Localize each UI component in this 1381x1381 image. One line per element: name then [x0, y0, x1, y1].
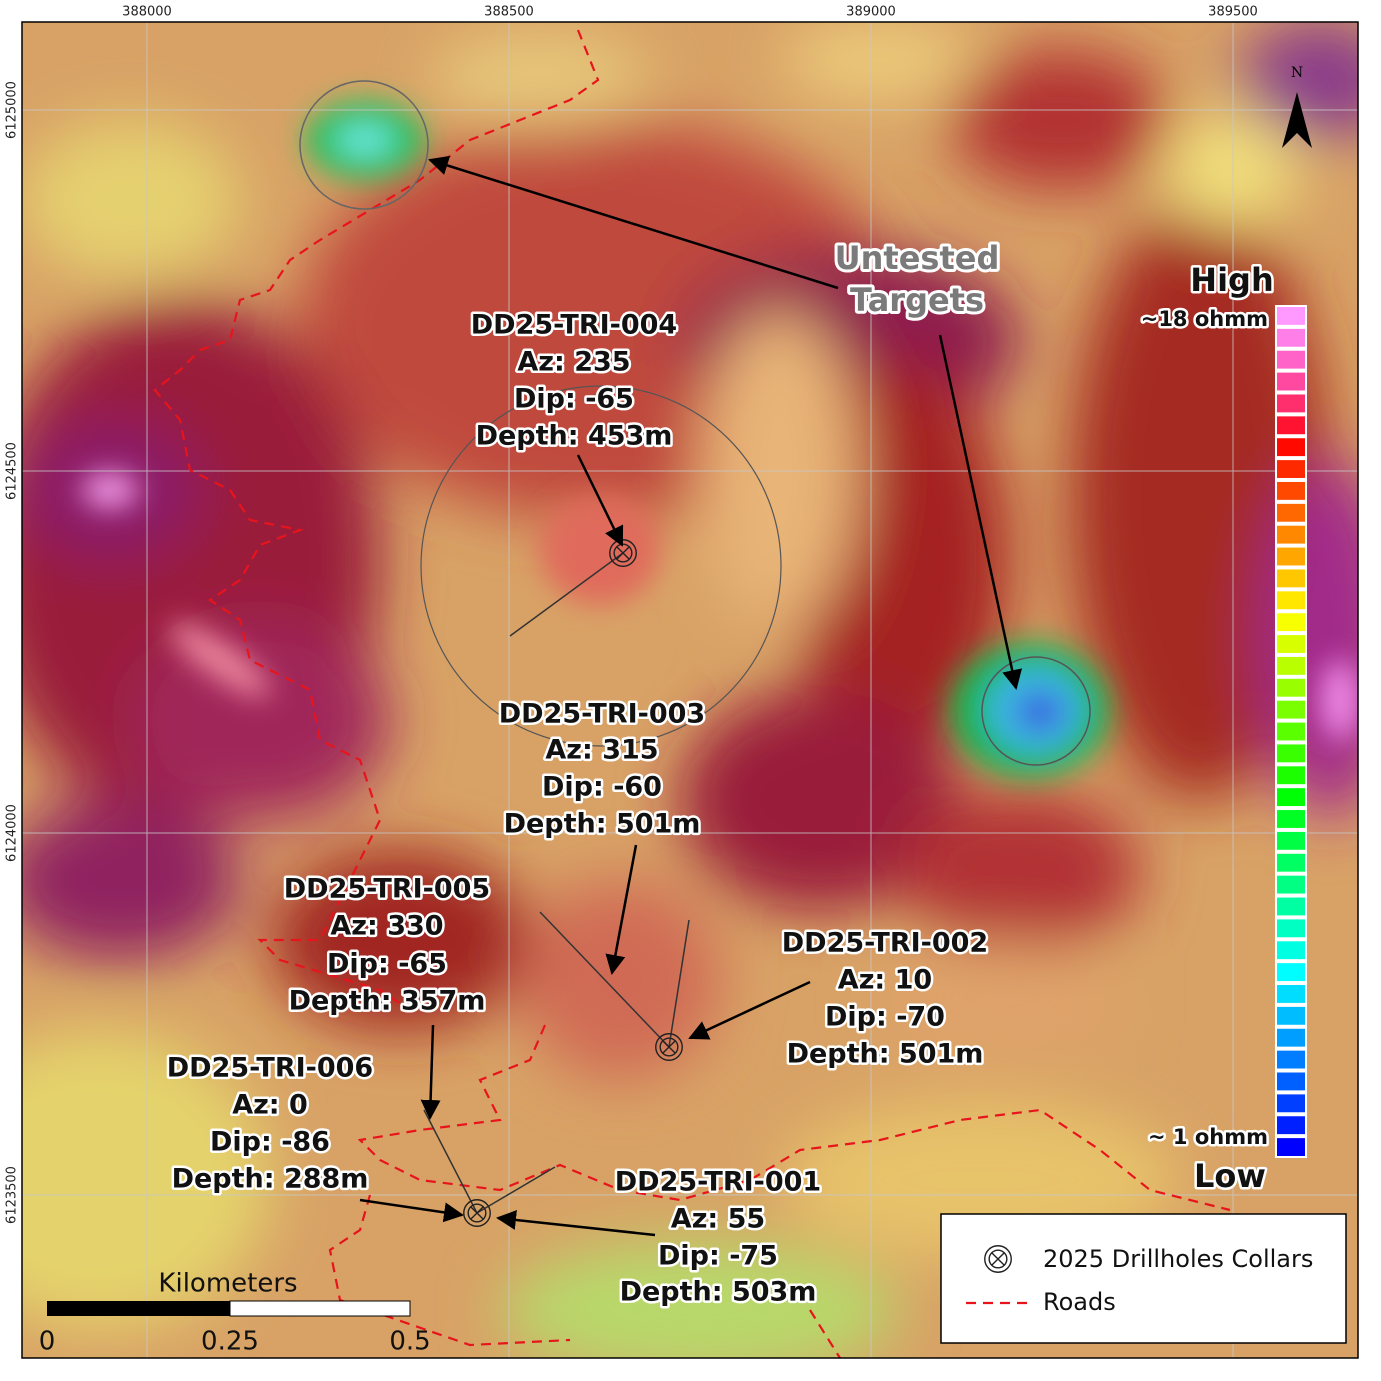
hole-azimuth: Az: 55 — [671, 1204, 765, 1235]
x-coord-label: 388500 — [484, 5, 534, 20]
hole-label: DD25-TRI-004 Az: 235 Dip: -65 Depth: 453… — [468, 307, 679, 454]
hole-depth: Depth: 501m — [504, 809, 701, 840]
y-coord-label: 6125000 — [5, 81, 20, 139]
hole-depth: Depth: 453m — [476, 421, 673, 452]
color-bar-step — [1277, 1006, 1305, 1025]
color-bar — [1275, 305, 1307, 1158]
legend-collars: 2025 Drillholes Collars — [1043, 1245, 1313, 1273]
color-bar-step — [1277, 372, 1305, 391]
annotation: Untested — [835, 239, 1000, 277]
hole-depth: Depth: 357m — [289, 986, 486, 1017]
color-bar-step — [1277, 1138, 1305, 1156]
hole-azimuth: Az: 235 — [517, 347, 630, 378]
hole-azimuth: Az: 0 — [232, 1090, 308, 1121]
color-bar-step — [1277, 460, 1305, 478]
color-bar-step — [1277, 963, 1305, 982]
color-bar-step — [1277, 700, 1305, 719]
color-bar-step — [1277, 788, 1305, 807]
hole-label: DD25-TRI-002 Az: 10 Dip: -70 Depth: 501m — [779, 925, 990, 1072]
hole-name: DD25-TRI-006 — [167, 1053, 373, 1084]
x-coord-label: 388000 — [122, 5, 172, 20]
hole-dip: Dip: -60 — [542, 772, 662, 803]
y-coord-label: 6124000 — [5, 804, 20, 862]
hole-azimuth: Az: 330 — [330, 911, 443, 942]
color-bar-step — [1277, 1116, 1305, 1135]
color-bar-step — [1277, 985, 1305, 1003]
hole-dip: Dip: -65 — [514, 384, 634, 415]
color-bar-step — [1277, 307, 1305, 325]
color-bar-step — [1277, 635, 1305, 653]
hole-depth: Depth: 288m — [172, 1164, 369, 1195]
hole-depth: Depth: 501m — [787, 1039, 984, 1070]
color-bar-step — [1277, 1050, 1305, 1069]
scale-bottom-value: ~ 1 ohmm — [1148, 1125, 1268, 1149]
hole-name: DD25-TRI-003 — [499, 699, 705, 730]
color-bar-step — [1277, 438, 1305, 457]
hole-name: DD25-TRI-004 — [471, 310, 677, 341]
x-coord-label: 389500 — [1208, 5, 1258, 20]
color-bar-step — [1277, 591, 1305, 610]
scale-top-value: ~18 ohmm — [1141, 307, 1268, 331]
color-bar-step — [1277, 853, 1305, 872]
color-bar-step — [1277, 1028, 1305, 1047]
color-bar-step — [1277, 810, 1305, 828]
annotation: Targets — [850, 281, 984, 319]
legend: 2025 Drillholes Collars Roads — [940, 1213, 1347, 1344]
y-coord-label: 6123500 — [5, 1166, 20, 1224]
color-bar-step — [1277, 766, 1305, 785]
y-coord-label: 6124500 — [5, 442, 20, 500]
x-coord-label: 389000 — [846, 5, 896, 20]
color-bar-step — [1277, 503, 1305, 522]
hole-dip: Dip: -70 — [825, 1002, 945, 1033]
hole-azimuth: Az: 315 — [545, 735, 658, 766]
north-label: N — [1291, 65, 1303, 81]
hole-label: DD25-TRI-003 Az: 315 Dip: -60 Depth: 501… — [496, 696, 707, 842]
scale-bar-label: 0 — [39, 1327, 56, 1357]
scale-low: Low — [1194, 1157, 1266, 1195]
hole-azimuth: Az: 10 — [838, 965, 932, 996]
color-bar-step — [1277, 613, 1305, 632]
color-bar-step — [1277, 875, 1305, 894]
scale-high: High — [1190, 261, 1273, 299]
color-bar-step — [1277, 919, 1305, 938]
color-bar-step — [1277, 416, 1305, 435]
hole-dip: Dip: -86 — [210, 1127, 330, 1158]
color-bar-step — [1277, 1094, 1305, 1113]
color-bar-step — [1277, 744, 1305, 763]
hole-depth: Depth: 503m — [620, 1277, 817, 1308]
color-bar-step — [1277, 656, 1305, 675]
legend-roads: Roads — [1043, 1288, 1116, 1316]
color-bar-step — [1277, 678, 1305, 697]
color-bar-step — [1277, 1072, 1305, 1091]
color-bar-step — [1277, 941, 1305, 960]
hole-label: DD25-TRI-005 Az: 330 Dip: -65 Depth: 357… — [281, 871, 492, 1019]
color-bar-step — [1277, 897, 1305, 916]
color-bar-step — [1277, 569, 1305, 588]
color-bar-step — [1277, 481, 1305, 500]
scale-bar-label: 0.5 — [389, 1327, 430, 1357]
resistivity-map: N DD25-TRI-004 Az: 235 Dip: -65 Depth: 4… — [22, 22, 1358, 1358]
hole-name: DD25-TRI-002 — [782, 928, 988, 959]
color-bar-step — [1277, 525, 1305, 544]
color-bar-step — [1277, 350, 1305, 369]
hole-label: DD25-TRI-006 Az: 0 Dip: -86 Depth: 288m — [164, 1050, 375, 1197]
scale-bar-label: 0.25 — [201, 1327, 259, 1357]
hole-dip: Dip: -65 — [327, 949, 447, 980]
scale-bar-title: Kilometers — [158, 1269, 297, 1299]
hole-label: DD25-TRI-001 Az: 55 Dip: -75 Depth: 503m — [612, 1164, 823, 1310]
hole-name: DD25-TRI-005 — [284, 874, 490, 905]
color-bar-step — [1277, 722, 1305, 741]
color-bar-step — [1277, 328, 1305, 347]
color-bar-step — [1277, 394, 1305, 413]
hole-dip: Dip: -75 — [658, 1241, 778, 1272]
color-bar-step — [1277, 547, 1305, 566]
color-bar-step — [1277, 831, 1305, 850]
hole-name: DD25-TRI-001 — [615, 1167, 821, 1198]
